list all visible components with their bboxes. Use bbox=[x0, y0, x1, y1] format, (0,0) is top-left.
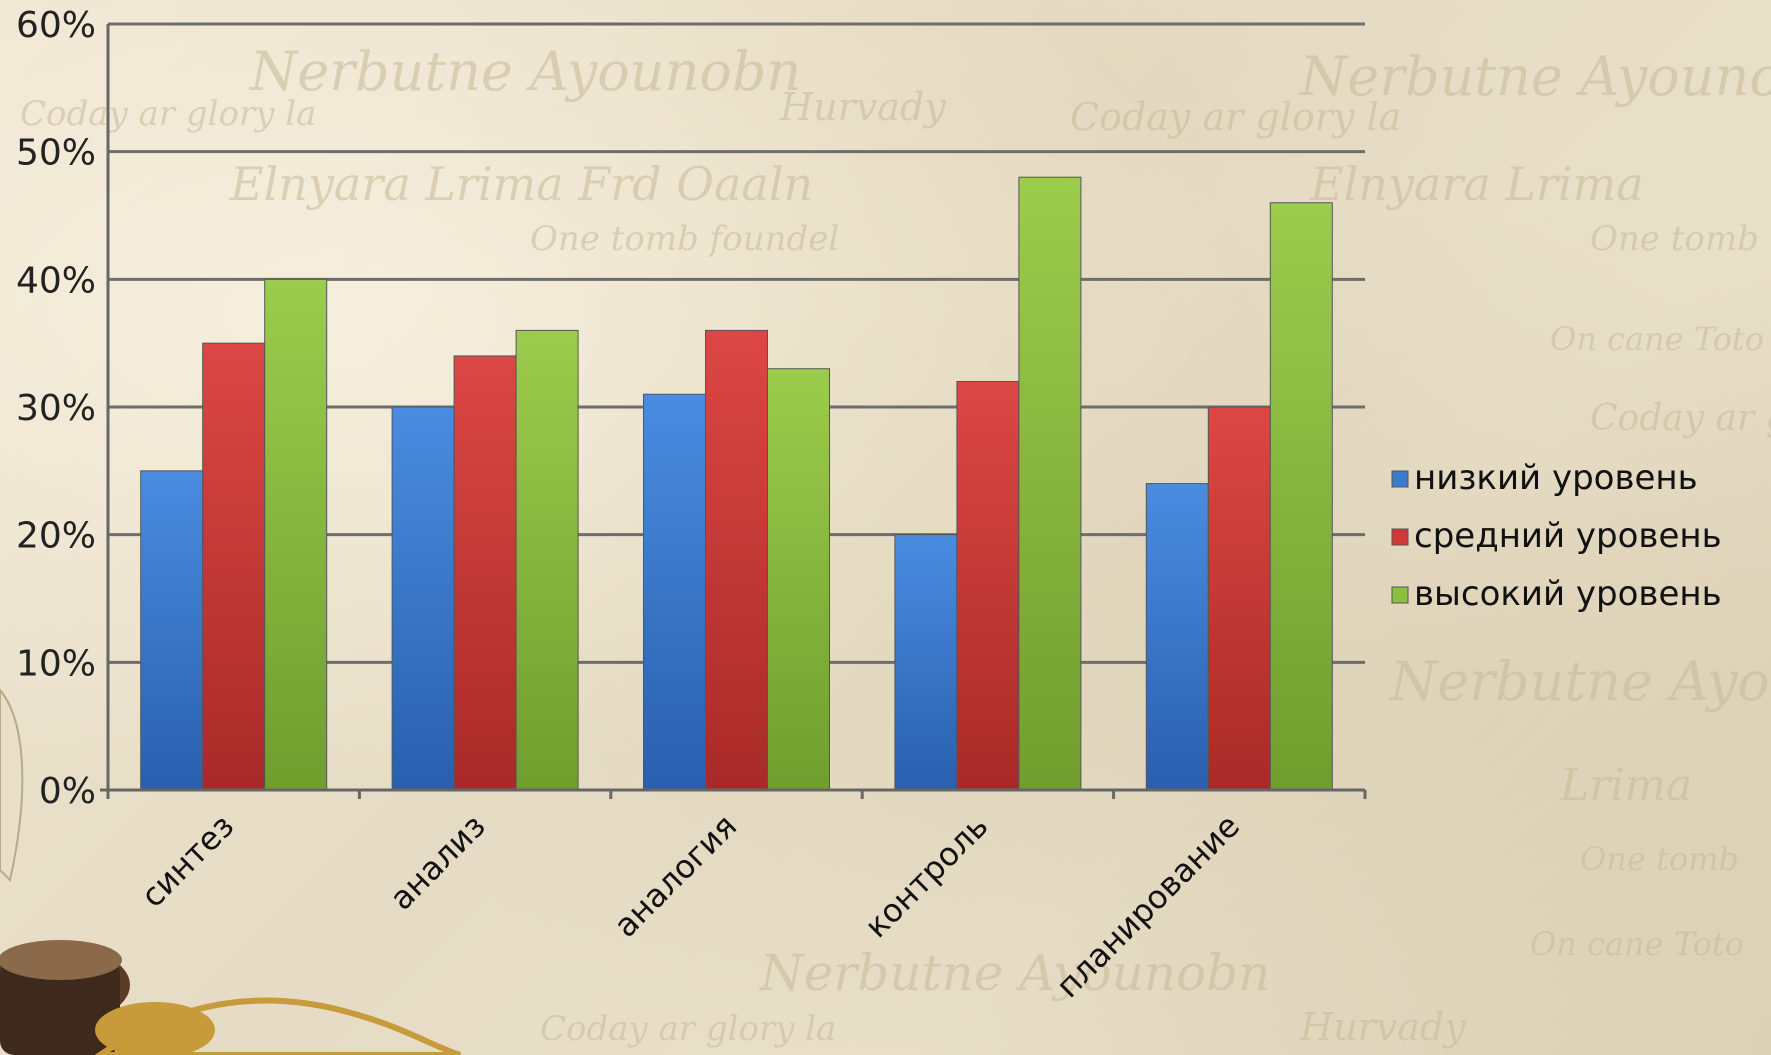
y-tick-label: 50% bbox=[16, 133, 96, 174]
bar bbox=[956, 380, 1020, 791]
bar bbox=[767, 368, 830, 791]
bar bbox=[391, 406, 455, 791]
legend-swatch bbox=[1391, 528, 1409, 546]
legend-swatch bbox=[1391, 586, 1409, 604]
x-category-label: анализ bbox=[382, 807, 493, 918]
svg-text:One tomb: One tomb bbox=[1580, 840, 1739, 878]
svg-text:One tomb: One tomb bbox=[1590, 219, 1759, 259]
axes bbox=[100, 24, 1367, 799]
bar bbox=[643, 393, 706, 791]
bar bbox=[1145, 483, 1209, 791]
svg-text:Coday ar glory la: Coday ar glory la bbox=[540, 1009, 836, 1049]
y-tick-label: 30% bbox=[16, 388, 96, 429]
y-tick-label: 10% bbox=[16, 643, 96, 684]
y-tick-label: 0% bbox=[39, 771, 96, 812]
svg-text:Lrima: Lrima bbox=[1559, 760, 1692, 811]
legend-swatch bbox=[1391, 470, 1409, 488]
inkwell-decoration bbox=[0, 688, 461, 1055]
svg-text:Hurvady: Hurvady bbox=[779, 85, 946, 129]
bar bbox=[894, 534, 958, 791]
decorative-background: Nerbutne Ayounobn Coday ar glory la Hurv… bbox=[20, 40, 1771, 1049]
y-tick-label: 60% bbox=[16, 5, 96, 46]
svg-text:Nerbutne Ayounobn: Nerbutne Ayounobn bbox=[759, 944, 1270, 1002]
bar bbox=[515, 329, 579, 791]
svg-text:Hurvady: Hurvady bbox=[1299, 1005, 1466, 1049]
svg-text:On cane Toto: On cane Toto bbox=[1530, 925, 1744, 963]
bars bbox=[140, 176, 1333, 791]
bar bbox=[453, 355, 517, 791]
svg-text:Nerbutne Ayounobn: Nerbutne Ayounobn bbox=[1298, 45, 1771, 108]
svg-text:Elnyara Lrima Frd Oaaln: Elnyara Lrima Frd Oaaln bbox=[229, 157, 813, 211]
y-tick-labels: 0% 10% 20% 30% 40% 50% 60% bbox=[16, 5, 96, 812]
bar bbox=[705, 329, 768, 791]
y-tick-label: 20% bbox=[16, 516, 96, 557]
svg-text:Coday ar glory la: Coday ar glory la bbox=[1070, 95, 1401, 139]
bar bbox=[264, 278, 328, 791]
svg-text:One tomb foundel: One tomb foundel bbox=[530, 219, 839, 259]
legend-label: средний уровень bbox=[1414, 516, 1722, 556]
legend: низкий уровень средний уровень высокий уро… bbox=[1391, 458, 1722, 614]
x-category-label: контроль bbox=[857, 807, 995, 945]
svg-text:Elnyara Lrima: Elnyara Lrima bbox=[1309, 157, 1644, 211]
y-tick-label: 40% bbox=[16, 260, 96, 301]
legend-label: низкий уровень bbox=[1414, 458, 1698, 498]
svg-text:Coday ar g: Coday ar g bbox=[1590, 398, 1771, 439]
legend-label: высокий уровень bbox=[1414, 574, 1722, 614]
bar bbox=[1269, 202, 1333, 791]
bar bbox=[202, 342, 266, 791]
svg-text:Nerbutne Ayounobn: Nerbutne Ayounobn bbox=[1388, 650, 1771, 713]
svg-text:Coday ar glory la: Coday ar glory la bbox=[20, 94, 316, 134]
bar bbox=[140, 470, 204, 791]
bar bbox=[1018, 176, 1082, 791]
svg-text:On cane Toto: On cane Toto bbox=[1550, 320, 1764, 358]
x-category-labels: синтез анализ аналогия контроль планирование bbox=[133, 807, 1247, 1005]
x-category-label: синтез bbox=[133, 807, 241, 915]
x-category-label: аналогия bbox=[606, 807, 744, 945]
bar bbox=[1207, 406, 1271, 791]
svg-text:Nerbutne Ayounobn: Nerbutne Ayounobn bbox=[248, 40, 801, 103]
